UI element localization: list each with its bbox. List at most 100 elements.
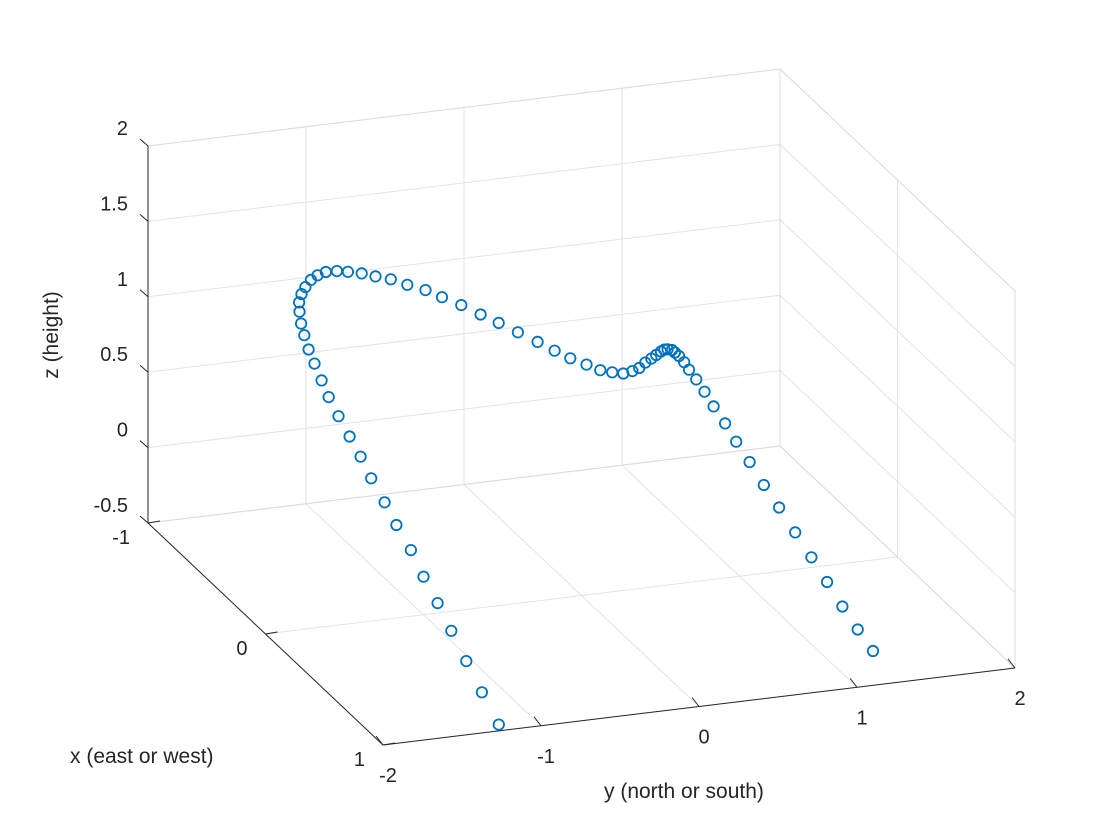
- data-point: [330, 264, 343, 278]
- z-tick: [139, 515, 149, 524]
- z-tick: [139, 364, 149, 373]
- z-tick: [139, 289, 149, 298]
- data-point: [594, 364, 607, 377]
- data-point: [682, 363, 696, 376]
- axes-box: [147, 68, 1016, 746]
- x-tick: [382, 742, 396, 746]
- z-tick: [139, 138, 149, 147]
- data-point: [431, 596, 444, 610]
- data-point: [548, 344, 561, 357]
- data-point: [332, 410, 345, 423]
- z-axis-label: z (height): [40, 291, 63, 379]
- data-point: [378, 496, 391, 509]
- data-point: [836, 600, 849, 613]
- data-point: [365, 472, 378, 485]
- z-tick-label: 0: [117, 420, 128, 442]
- back-grid-lines: [147, 68, 1016, 746]
- data-point: [851, 623, 864, 636]
- data-point: [295, 287, 308, 301]
- y-tick: [1007, 658, 1016, 669]
- data-markers: [292, 264, 880, 731]
- data-point: [772, 501, 786, 514]
- data-point: [404, 543, 417, 557]
- data-point: [718, 417, 732, 430]
- y-tick-label: -1: [537, 746, 555, 768]
- data-point: [805, 551, 818, 564]
- data-point: [492, 316, 505, 329]
- y-tick: [691, 697, 700, 707]
- data-point: [455, 298, 468, 312]
- data-point: [475, 686, 488, 699]
- data-point: [492, 718, 505, 731]
- x-tick: [265, 631, 278, 635]
- data-point: [308, 357, 321, 370]
- data-point: [292, 296, 306, 309]
- y-tick: [375, 735, 384, 746]
- tick-labels: -0.5 0 0.5 1 1.5 2 -1 0 1 -2 -1 0 1 2: [94, 118, 1026, 787]
- z-tick: [139, 214, 149, 222]
- y-axis-label: y (north or south): [604, 780, 764, 803]
- box-edge: [779, 445, 1016, 669]
- box-edge: [147, 445, 781, 524]
- y-tick: [533, 716, 542, 727]
- data-point: [355, 267, 368, 280]
- z-tick: [139, 440, 149, 448]
- x-tick: [147, 520, 161, 524]
- x-axis-label: x (east or west): [70, 745, 214, 768]
- data-point: [757, 478, 770, 492]
- box-edge: [779, 68, 1016, 292]
- data-point: [511, 326, 525, 339]
- z-tick-label: 0.5: [100, 344, 128, 366]
- data-point: [665, 343, 679, 357]
- tick-marks: [139, 138, 1016, 746]
- data-point: [698, 385, 711, 398]
- data-point: [661, 343, 674, 356]
- data-point: [445, 624, 458, 637]
- z-tick-label: -0.5: [94, 495, 128, 517]
- z-tick-label: 1: [117, 269, 128, 291]
- y-tick-label: 0: [698, 727, 709, 749]
- data-point: [322, 390, 335, 404]
- data-point: [315, 374, 328, 387]
- data-point: [639, 356, 652, 369]
- data-point: [435, 291, 449, 304]
- y-tick-label: 2: [1014, 688, 1025, 710]
- box-edge: [147, 68, 781, 147]
- data-point: [298, 329, 311, 342]
- x-tick-label: -1: [112, 527, 130, 549]
- data-point: [419, 283, 432, 297]
- data-point: [417, 570, 430, 583]
- data-point: [580, 358, 593, 371]
- x-tick-label: 1: [354, 749, 365, 771]
- data-point: [820, 575, 834, 589]
- data-point: [690, 373, 703, 386]
- data-point: [293, 305, 306, 318]
- data-point: [369, 270, 382, 283]
- z-tick-label: 1.5: [100, 193, 128, 215]
- data-point: [343, 430, 356, 443]
- data-point: [866, 644, 880, 658]
- data-point: [460, 654, 473, 668]
- grid-line-x: [265, 556, 898, 635]
- y-tick-label: 1: [856, 707, 867, 729]
- data-point: [789, 526, 802, 539]
- y-tick-label: -2: [379, 765, 397, 787]
- data-point: [384, 273, 397, 286]
- data-point: [606, 366, 619, 379]
- data-point: [302, 343, 315, 356]
- data-point: [390, 518, 403, 532]
- data-point: [707, 400, 720, 413]
- data-point: [401, 278, 414, 291]
- data-point: [294, 317, 308, 330]
- data-point: [626, 364, 639, 378]
- x-tick-label: 0: [236, 638, 247, 660]
- data-point: [743, 455, 756, 469]
- z-tick-label: 2: [117, 118, 128, 140]
- data-point: [531, 335, 544, 348]
- data-point: [564, 352, 577, 365]
- data-point: [354, 450, 367, 463]
- data-point: [341, 265, 354, 278]
- y-tick: [849, 677, 858, 688]
- data-point: [730, 435, 743, 448]
